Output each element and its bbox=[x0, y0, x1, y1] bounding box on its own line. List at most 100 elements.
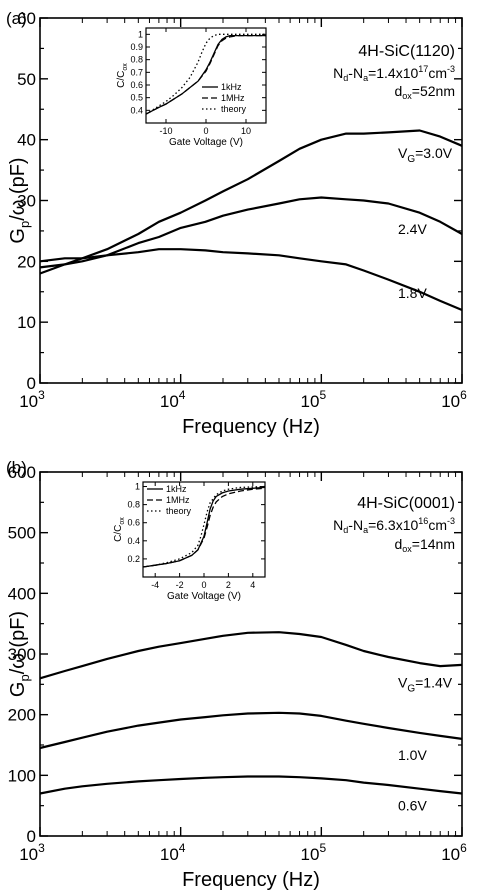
series-line-2 bbox=[39, 248, 463, 312]
doping-unit: cm bbox=[428, 65, 447, 81]
inset-x-tick-label: 4 bbox=[250, 580, 255, 590]
doping-unit-exp: -3 bbox=[447, 516, 455, 526]
inset-y-axis-label: C/Cox bbox=[116, 63, 129, 88]
inset-y-label-base: C/C bbox=[113, 525, 124, 542]
doping-sub-a: a bbox=[363, 73, 368, 83]
legend-entry-1kHz: 1kHz bbox=[166, 484, 187, 494]
x-tick-base: 10 bbox=[19, 845, 38, 864]
y-label-rest: /ω (pF) bbox=[7, 611, 29, 674]
inset-y-label-sub: ox bbox=[119, 517, 126, 525]
oxide-thickness-label: dox=14nm bbox=[394, 536, 455, 554]
series-label-0: VG=3.0V bbox=[398, 145, 453, 165]
x-tick-label: 105 bbox=[301, 841, 327, 864]
y-tick-label: 50 bbox=[17, 70, 36, 89]
x-tick-label: 106 bbox=[441, 388, 467, 411]
inset-y-tick-label: 0.8 bbox=[127, 500, 140, 510]
series-label-val: 2.4V bbox=[398, 221, 427, 237]
y-tick-label: 500 bbox=[8, 524, 36, 543]
y-tick-label: 40 bbox=[17, 131, 36, 150]
doping-exponent: 16 bbox=[418, 516, 428, 526]
x-tick-base: 10 bbox=[19, 392, 38, 411]
y-label-sub: p bbox=[17, 674, 32, 681]
inset-series-1MHz bbox=[145, 34, 266, 115]
inset-y-tick-label: 0.7 bbox=[130, 67, 143, 77]
x-tick-label: 105 bbox=[301, 388, 327, 411]
doping-sub-d: d bbox=[343, 73, 348, 83]
inset-y-tick-label: 0.9 bbox=[130, 42, 143, 52]
x-tick-exponent: 3 bbox=[38, 388, 45, 402]
inset-y-tick-label: 0.5 bbox=[130, 93, 143, 103]
doping-sub-a: a bbox=[363, 525, 368, 535]
y-axis-label: Gp/ω (pF) bbox=[7, 157, 32, 243]
doping-unit: cm bbox=[428, 517, 447, 533]
x-axis-label: Frequency (Hz) bbox=[182, 416, 320, 438]
inset-frame bbox=[142, 481, 266, 578]
series-label-base: V bbox=[398, 674, 408, 690]
y-label-base: G bbox=[7, 228, 29, 244]
legend-entry-1kHz: 1kHz bbox=[221, 82, 242, 92]
y-tick-label: 400 bbox=[8, 584, 36, 603]
doping-value: =6.3x10 bbox=[368, 517, 418, 533]
inset-x-tick-label: -2 bbox=[176, 580, 184, 590]
inset-y-tick-label: 1 bbox=[138, 29, 143, 39]
series-label-0: VG=1.4V bbox=[398, 674, 453, 694]
x-tick-label: 103 bbox=[19, 841, 45, 864]
doping-mid: -N bbox=[348, 517, 363, 533]
doping-exponent: 17 bbox=[418, 64, 428, 74]
dox-base: d bbox=[394, 536, 402, 552]
y-tick-label: 600 bbox=[8, 463, 36, 482]
inset-x-axis-label: Gate Voltage (V) bbox=[167, 591, 241, 602]
legend-entry-1MHz: 1MHz bbox=[221, 93, 245, 103]
x-tick-exponent: 4 bbox=[179, 841, 186, 855]
x-tick-base: 10 bbox=[160, 845, 179, 864]
inset-series-theory bbox=[142, 485, 266, 568]
inset-chart: 0.2 0.4 0.6 0.8 1 -4 -2 0 2 4 Gate Voltage (V) C/Co… bbox=[113, 481, 266, 602]
inset-frame bbox=[145, 27, 267, 124]
y-tick-label: 10 bbox=[17, 313, 36, 332]
x-tick-exponent: 3 bbox=[38, 841, 45, 855]
x-tick-exponent: 4 bbox=[179, 388, 186, 402]
y-tick-label: 300 bbox=[8, 645, 36, 664]
inset-y-tick-label: 0.6 bbox=[130, 80, 143, 90]
doping-label: Nd-Na=6.3x1016cm-3 bbox=[333, 516, 455, 535]
doping-value: =1.4x10 bbox=[368, 65, 418, 81]
inset-y-tick-label: 0.4 bbox=[130, 105, 143, 115]
x-tick-exponent: 5 bbox=[319, 841, 326, 855]
x-tick-base: 10 bbox=[301, 392, 320, 411]
doping-mid: -N bbox=[348, 65, 363, 81]
series-label-val: 0.6V bbox=[398, 798, 427, 814]
inset-y-tick-label: 1 bbox=[135, 482, 140, 492]
inset-x-tick-label: 0 bbox=[201, 580, 206, 590]
y-tick-label: 200 bbox=[8, 706, 36, 725]
x-tick-exponent: 5 bbox=[319, 388, 326, 402]
series-label-val: 1.8V bbox=[398, 285, 427, 301]
doping-sub-d: d bbox=[343, 525, 348, 535]
y-label-base: G bbox=[7, 682, 29, 698]
material-label: 4H-SiC(1120) bbox=[358, 43, 455, 60]
x-tick-exponent: 6 bbox=[460, 388, 467, 402]
inset-y-tick-label: 0.6 bbox=[127, 518, 140, 528]
panel-label: (a) bbox=[6, 9, 27, 28]
doping-unit-exp: -3 bbox=[447, 64, 455, 74]
x-tick-base: 10 bbox=[301, 845, 320, 864]
y-label-rest: /ω (pF) bbox=[7, 157, 29, 220]
series-line-0 bbox=[39, 631, 463, 680]
series-line-0 bbox=[39, 129, 463, 275]
inset-y-tick-label: 0.8 bbox=[130, 55, 143, 65]
inset-x-tick-label: 10 bbox=[241, 126, 251, 136]
oxide-thickness-label: dox=52nm bbox=[394, 83, 455, 101]
material-label: 4H-SiC(0001) bbox=[357, 495, 455, 512]
doping-n: N bbox=[333, 65, 343, 81]
y-tick-label: 60 bbox=[17, 9, 36, 28]
x-tick-label: 104 bbox=[160, 388, 186, 411]
series-label-val: =3.0V bbox=[415, 145, 453, 161]
series-line-2 bbox=[39, 775, 463, 795]
inset-y-label-base: C/C bbox=[116, 71, 127, 88]
inset-y-axis-label: C/Cox bbox=[113, 517, 126, 542]
doping-n: N bbox=[333, 517, 343, 533]
y-tick-label: 0 bbox=[27, 827, 36, 846]
x-tick-label: 103 bbox=[19, 388, 45, 411]
inset-y-label-sub: ox bbox=[122, 63, 129, 71]
